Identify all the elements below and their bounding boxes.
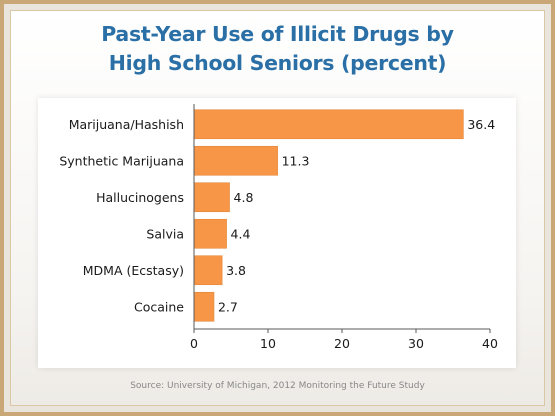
- x-tick-label-10: 10: [260, 336, 276, 351]
- value-label-cocaine: 2.7: [218, 299, 238, 314]
- category-label-synthetic-marijuana: Synthetic Marijuana: [59, 153, 184, 168]
- source-note: Source: University of Michigan, 2012 Mon…: [130, 381, 425, 391]
- chart-title: Past-Year Use of Illicit Drugs by High S…: [0, 20, 555, 78]
- chart-title-line-1: Past-Year Use of Illicit Drugs by: [101, 22, 454, 46]
- bar-marijuana-hashish: [193, 109, 464, 140]
- chart-plot-area: [38, 98, 516, 368]
- value-label-mdma-ecstasy: 3.8: [226, 263, 246, 278]
- value-label-hallucinogens: 4.8: [234, 190, 254, 205]
- bar-mdma-ecstasy: [193, 255, 223, 286]
- category-label-marijuana-hashish: Marijuana/Hashish: [69, 117, 184, 132]
- x-tick-label-30: 30: [408, 336, 424, 351]
- bar-salvia: [193, 218, 227, 249]
- value-label-synthetic-marijuana: 11.3: [282, 153, 310, 168]
- value-labels-group: 36.4 11.3 4.8 4.4 3.8 2.7: [218, 117, 495, 315]
- category-labels-group: Marijuana/Hashish Synthetic Marijuana Hall…: [59, 117, 184, 315]
- value-label-marijuana-hashish: 36.4: [467, 117, 495, 132]
- bars-group: [193, 109, 464, 322]
- x-tick-label-40: 40: [482, 336, 498, 351]
- bar-hallucinogens: [193, 182, 230, 213]
- x-axis: 0 10 20 30 40: [190, 104, 498, 351]
- category-label-mdma-ecstasy: MDMA (Ecstasy): [83, 263, 184, 278]
- bar-synthetic-marijuana: [193, 145, 278, 176]
- category-label-hallucinogens: Hallucinogens: [96, 190, 184, 205]
- x-tick-label-0: 0: [190, 336, 198, 351]
- x-tick-label-20: 20: [334, 336, 350, 351]
- category-label-cocaine: Cocaine: [134, 299, 184, 314]
- chart-title-line-2: High School Seniors (percent): [108, 51, 447, 75]
- value-label-salvia: 4.4: [231, 226, 251, 241]
- category-label-salvia: Salvia: [146, 226, 184, 241]
- bar-cocaine: [193, 291, 215, 322]
